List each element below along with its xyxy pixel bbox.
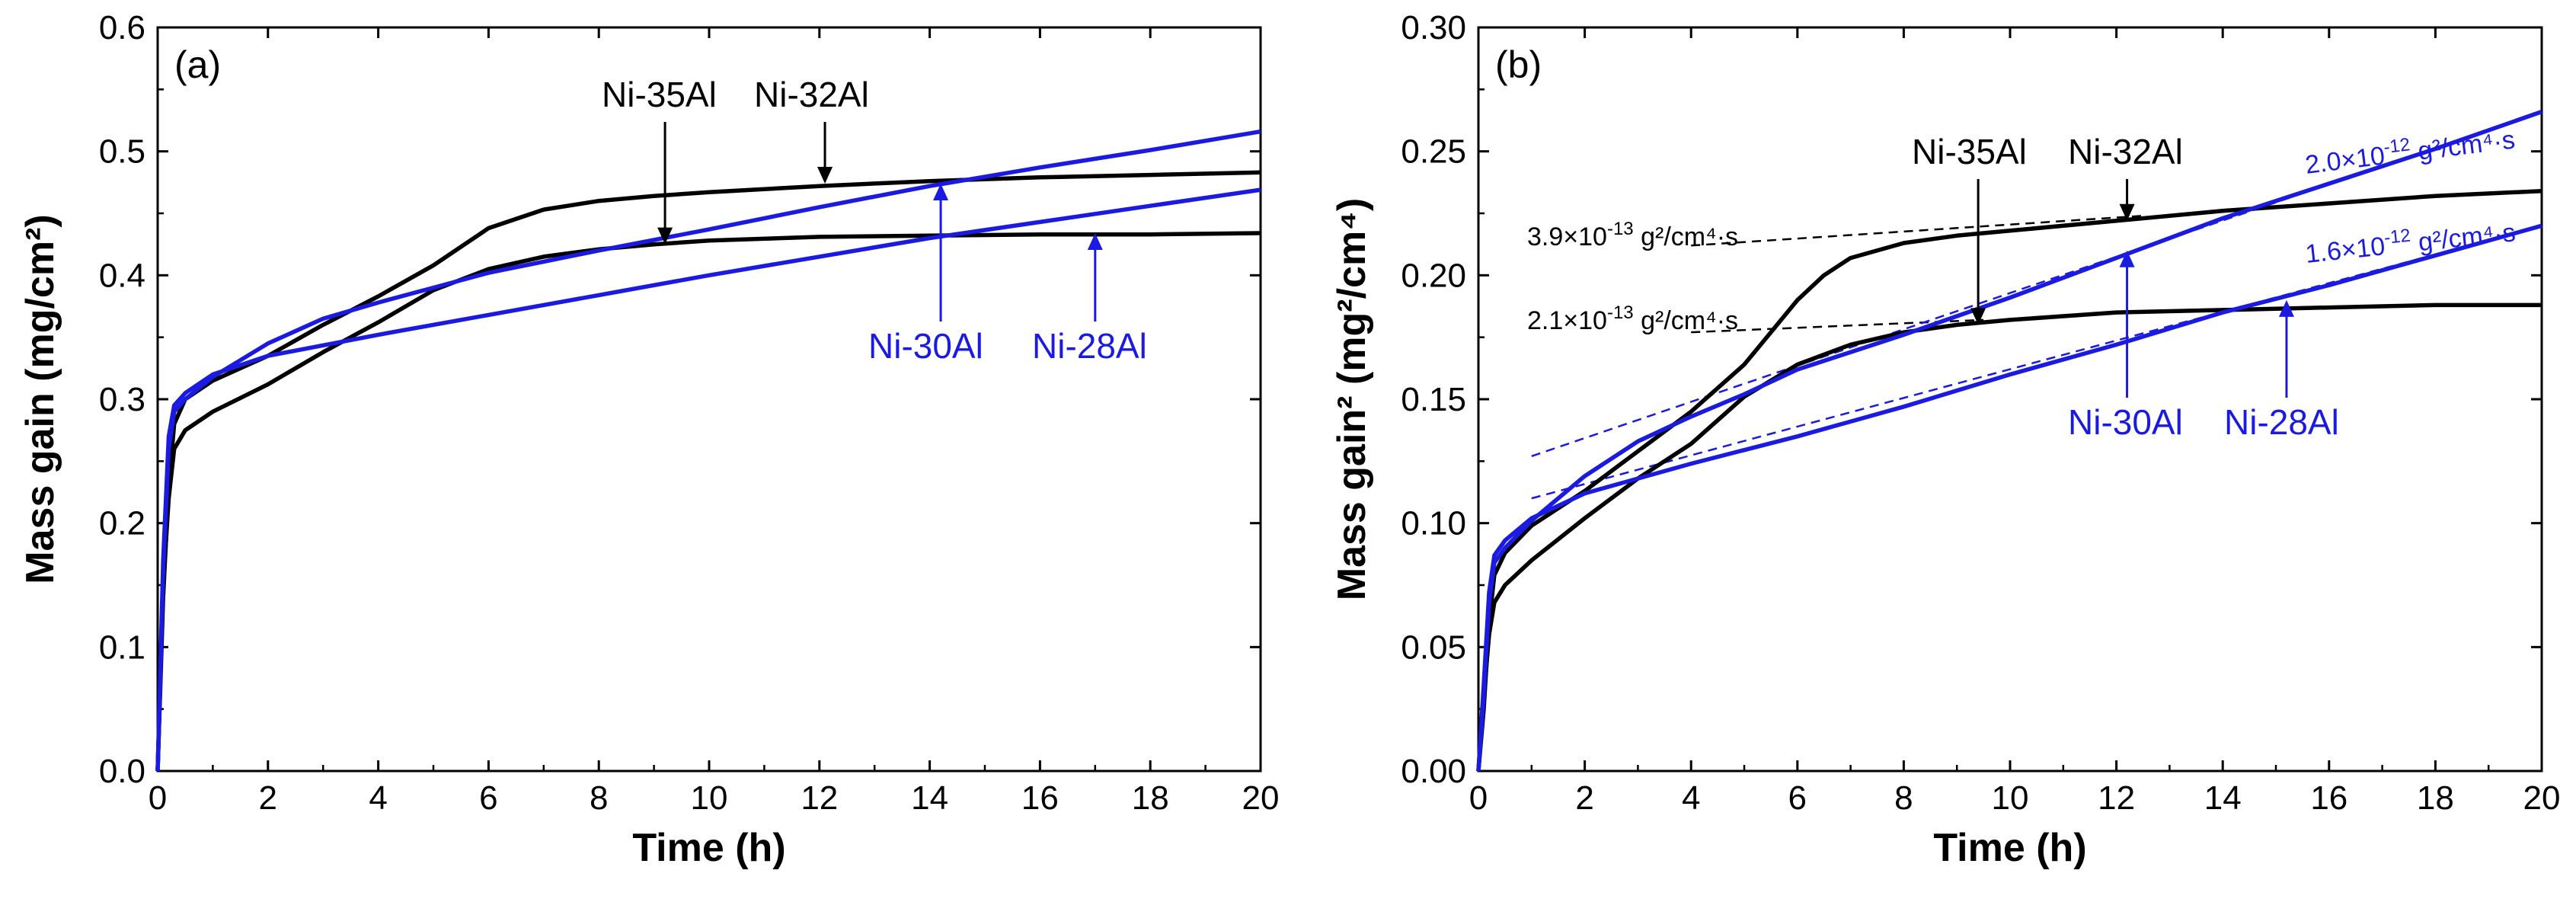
x-tick-label: 2: [259, 779, 277, 817]
x-tick-label: 12: [2098, 779, 2135, 817]
series-annotation: Ni-30Al: [868, 326, 983, 366]
annotation-arrowhead: [2119, 250, 2135, 267]
y-tick-label: 0.20: [1401, 257, 1466, 294]
series-annotation: Ni-32Al: [754, 75, 869, 114]
x-tick-label: 6: [1788, 779, 1807, 817]
series-line-ni-28al: [1476, 223, 2542, 772]
series-annotation: Ni-30Al: [2068, 402, 2183, 442]
y-axis-label: Mass gain² (mg²/cm⁴): [1330, 198, 1374, 600]
series-annotation: Ni-32Al: [2068, 132, 2183, 171]
x-tick-label: 20: [1242, 779, 1280, 817]
y-tick-label: 0.1: [99, 629, 145, 666]
y-tick-label: 0.5: [99, 133, 145, 171]
x-tick-label: 14: [2204, 779, 2242, 817]
annotation-arrowhead: [1087, 233, 1103, 251]
series-line-ni-30al: [155, 129, 1261, 772]
x-tick-label: 8: [1894, 779, 1913, 817]
y-tick-label: 0.00: [1401, 753, 1466, 790]
x-tick-label: 2: [1575, 779, 1593, 817]
rate-label: 3.9×10-13 g²/cm⁴·s: [1527, 219, 1738, 251]
series-annotation: Ni-28Al: [2224, 402, 2339, 442]
x-tick-label: 10: [691, 779, 728, 817]
x-tick-label: 14: [911, 779, 948, 817]
y-tick-label: 0.25: [1401, 133, 1466, 171]
y-tick-label: 0.0: [99, 753, 145, 790]
series-annotation: Ni-35Al: [1912, 132, 2027, 171]
rate-label: 2.0×10-12 g²/cm⁴·s: [2303, 121, 2517, 179]
x-tick-label: 6: [479, 779, 497, 817]
series-annotation: Ni-28Al: [1032, 326, 1147, 366]
annotation-arrowhead: [817, 166, 833, 184]
y-tick-label: 0.15: [1401, 381, 1466, 418]
y-tick-label: 0.3: [99, 381, 145, 418]
x-tick-label: 8: [590, 779, 608, 817]
annotation-arrowhead: [933, 183, 949, 200]
y-tick-label: 0.6: [99, 9, 145, 46]
y-tick-label: 0.10: [1401, 505, 1466, 542]
series-annotation: Ni-35Al: [602, 75, 717, 114]
x-tick-label: 4: [369, 779, 387, 817]
y-tick-label: 0.2: [99, 505, 145, 542]
y-tick-label: 0.4: [99, 257, 145, 294]
x-tick-label: 16: [1021, 779, 1059, 817]
annotation-arrowhead: [2278, 299, 2294, 317]
x-tick-label: 0: [1469, 779, 1488, 817]
x-tick-label: 4: [1682, 779, 1700, 817]
panel-label: (b): [1495, 43, 1542, 86]
x-tick-label: 10: [1992, 779, 2029, 817]
y-tick-label: 0.05: [1401, 629, 1466, 666]
annotation-arrowhead: [657, 227, 673, 245]
x-tick-label: 0: [149, 779, 167, 817]
x-tick-label: 20: [2523, 779, 2561, 817]
rate-label: 2.1×10-13 g²/cm⁴·s: [1527, 302, 1738, 335]
x-tick-label: 18: [2417, 779, 2454, 817]
x-tick-label: 16: [2310, 779, 2347, 817]
x-tick-label: 18: [1132, 779, 1169, 817]
series-line-ni-32al: [1476, 188, 2542, 772]
x-axis-label: Time (h): [1933, 826, 2086, 870]
series-line-ni-30al: [1476, 110, 2542, 772]
y-tick-label: 0.30: [1401, 9, 1466, 46]
series-line-ni-32al: [155, 170, 1261, 772]
annotation-arrowhead: [2119, 203, 2135, 221]
y-axis-label: Mass gain (mg/cm²): [18, 214, 62, 584]
x-tick-label: 12: [801, 779, 838, 817]
annotation-arrowhead: [1970, 308, 1986, 325]
chart-panel-a: 0 2 4 6 8 10 12 14 16 18 20 0.0 0.1 0.2 0.3 0.4 0.5 0.6 Ti…: [18, 9, 1279, 870]
x-axis-label: Time (h): [632, 826, 785, 870]
series-line-ni-28al: [155, 187, 1261, 772]
chart-panel-b: 0 2 4 6 8 10 12 14 16 18 20 0.00 0.05 0.10 0.15 0.20 0.2…: [1330, 9, 2560, 870]
panel-label: (a): [174, 43, 221, 86]
plot-frame: [156, 26, 1262, 773]
